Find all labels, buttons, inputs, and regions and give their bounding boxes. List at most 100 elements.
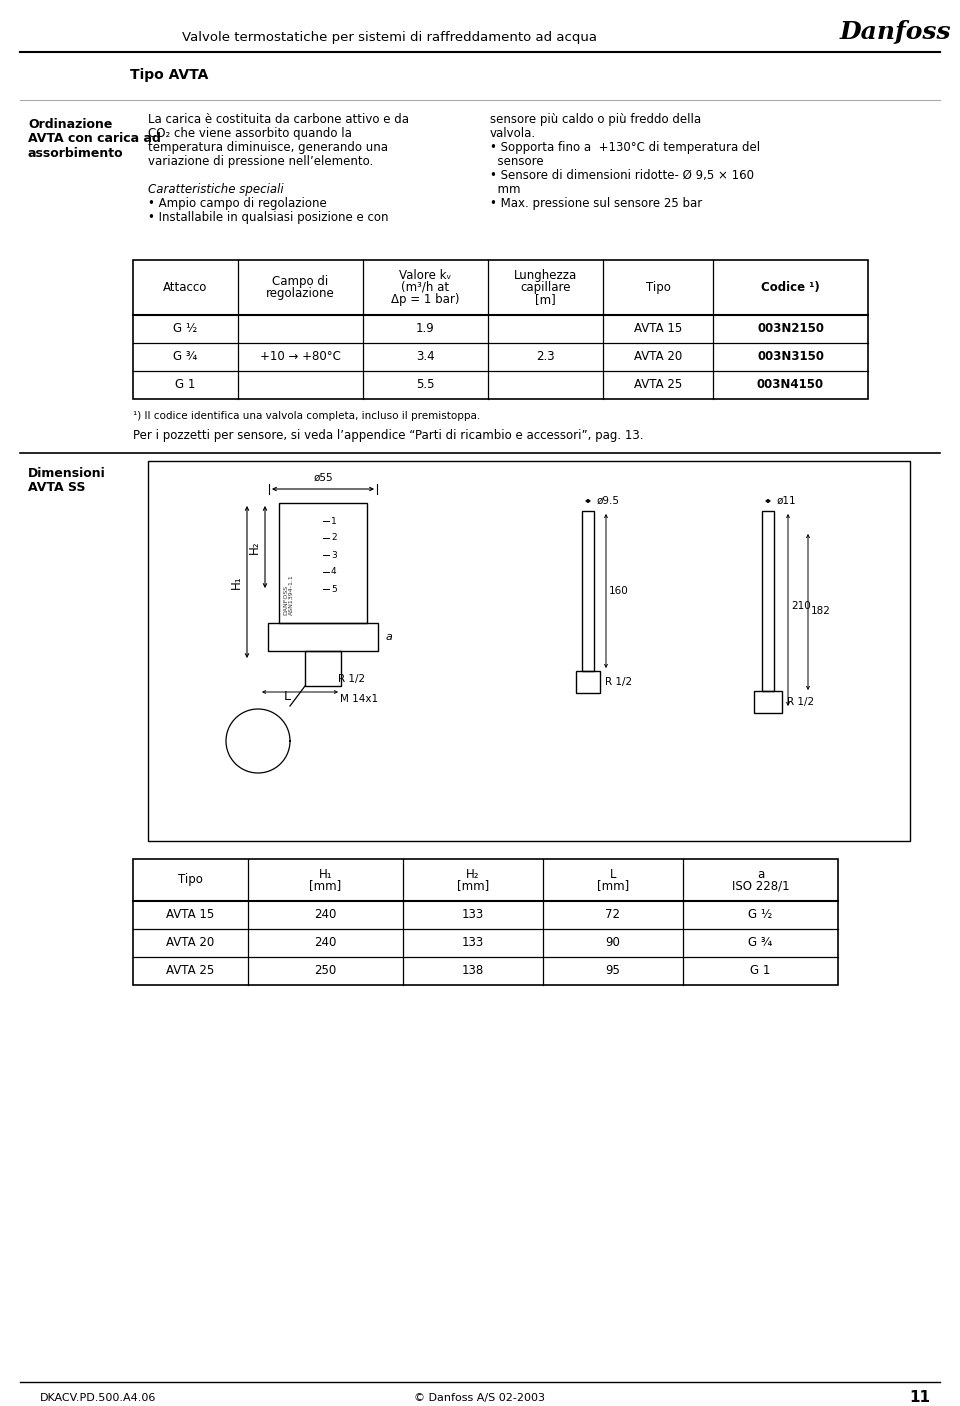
- Text: mm: mm: [490, 183, 520, 195]
- Text: 250: 250: [314, 965, 337, 977]
- Text: Dimensioni: Dimensioni: [28, 467, 106, 479]
- Text: AVTA 15: AVTA 15: [634, 322, 683, 336]
- Text: AVTA SS: AVTA SS: [28, 481, 85, 494]
- Text: [mm]: [mm]: [309, 880, 342, 893]
- Bar: [133, 260, 868, 399]
- Text: AVTA 25: AVTA 25: [166, 965, 215, 977]
- Text: 240: 240: [314, 936, 337, 949]
- Text: 3: 3: [331, 551, 337, 560]
- Bar: [305, 651, 341, 686]
- Bar: [133, 859, 838, 986]
- Text: [mm]: [mm]: [457, 880, 490, 893]
- Text: Codice ¹): Codice ¹): [761, 281, 820, 294]
- Text: AVTA 20: AVTA 20: [166, 936, 215, 949]
- Text: 1: 1: [331, 516, 337, 526]
- Text: temperatura diminuisce, generando una: temperatura diminuisce, generando una: [148, 141, 388, 155]
- Text: 72: 72: [606, 908, 620, 921]
- Text: Δp = 1 bar): Δp = 1 bar): [392, 292, 460, 307]
- Text: R 1/2: R 1/2: [338, 673, 365, 683]
- Text: • Sopporta fino a  +130°C di temperatura del: • Sopporta fino a +130°C di temperatura …: [490, 141, 760, 155]
- Text: 240: 240: [314, 908, 337, 921]
- Text: AVTA con carica ad: AVTA con carica ad: [28, 132, 161, 145]
- Text: G 1: G 1: [176, 378, 196, 391]
- Text: capillare: capillare: [520, 281, 571, 294]
- Text: Tipo: Tipo: [645, 281, 670, 294]
- Bar: [148, 461, 910, 841]
- Text: 1.9: 1.9: [416, 322, 435, 336]
- Text: Tipo AVTA: Tipo AVTA: [130, 67, 208, 82]
- Text: ISO 228/1: ISO 228/1: [732, 880, 789, 893]
- Text: G ¾: G ¾: [749, 936, 773, 949]
- Text: variazione di pressione nell’elemento.: variazione di pressione nell’elemento.: [148, 155, 373, 167]
- Text: G ½: G ½: [749, 908, 773, 921]
- Text: CO₂ che viene assorbito quando la: CO₂ che viene assorbito quando la: [148, 127, 352, 141]
- Text: H₂: H₂: [248, 540, 261, 554]
- Text: Ordinazione: Ordinazione: [28, 118, 112, 131]
- Text: sensore: sensore: [490, 155, 543, 167]
- Text: Danfoss: Danfoss: [839, 20, 950, 44]
- Text: R 1/2: R 1/2: [787, 697, 814, 707]
- Text: Campo di: Campo di: [273, 276, 328, 288]
- Text: G 1: G 1: [751, 965, 771, 977]
- Text: L: L: [610, 868, 616, 880]
- Text: 5.5: 5.5: [417, 378, 435, 391]
- Text: regolazione: regolazione: [266, 287, 335, 299]
- Text: 133: 133: [462, 936, 484, 949]
- Text: a: a: [756, 868, 764, 880]
- Text: G ¾: G ¾: [174, 350, 198, 364]
- Text: ø11: ø11: [777, 496, 797, 506]
- Bar: [754, 690, 782, 713]
- Text: AVTA 15: AVTA 15: [166, 908, 215, 921]
- Text: 2.3: 2.3: [537, 350, 555, 364]
- Bar: [576, 671, 600, 693]
- Text: Attacco: Attacco: [163, 281, 207, 294]
- Text: H₁: H₁: [230, 575, 243, 589]
- Text: [m]: [m]: [535, 292, 556, 307]
- Text: 5: 5: [331, 585, 337, 593]
- Text: 003N4150: 003N4150: [756, 378, 824, 391]
- Text: 11: 11: [909, 1391, 930, 1406]
- Text: 138: 138: [462, 965, 484, 977]
- Text: AVTA 25: AVTA 25: [634, 378, 683, 391]
- Text: L: L: [284, 689, 291, 703]
- Text: Caratteristiche speciali: Caratteristiche speciali: [148, 183, 283, 195]
- Text: +10 → +80°C: +10 → +80°C: [260, 350, 341, 364]
- Text: R 1/2: R 1/2: [605, 678, 632, 688]
- Bar: [279, 503, 367, 623]
- Text: 133: 133: [462, 908, 484, 921]
- Text: © Danfoss A/S 02-2003: © Danfoss A/S 02-2003: [415, 1393, 545, 1403]
- Text: ø9.5: ø9.5: [597, 496, 620, 506]
- Text: • Ampio campo di regolazione: • Ampio campo di regolazione: [148, 197, 326, 209]
- Text: (m³/h at: (m³/h at: [401, 281, 449, 294]
- Bar: [762, 510, 774, 690]
- Text: 003N3150: 003N3150: [757, 350, 824, 364]
- Text: G ½: G ½: [174, 322, 198, 336]
- Text: 90: 90: [606, 936, 620, 949]
- Text: ¹) Il codice identifica una valvola completa, incluso il premistoppa.: ¹) Il codice identifica una valvola comp…: [133, 411, 480, 420]
- Text: Per i pozzetti per sensore, si veda l’appendice “Parti di ricambio e accessori”,: Per i pozzetti per sensore, si veda l’ap…: [133, 429, 643, 441]
- Text: DKACV.PD.500.A4.06: DKACV.PD.500.A4.06: [40, 1393, 156, 1403]
- Text: 2: 2: [331, 533, 337, 543]
- Text: • Max. pressione sul sensore 25 bar: • Max. pressione sul sensore 25 bar: [490, 197, 703, 209]
- Text: 95: 95: [606, 965, 620, 977]
- Bar: [268, 623, 378, 651]
- Text: H₂: H₂: [467, 868, 480, 880]
- Text: valvola.: valvola.: [490, 127, 536, 141]
- Text: Valvole termostatiche per sistemi di raffreddamento ad acqua: Valvole termostatiche per sistemi di raf…: [182, 31, 597, 45]
- Text: 003N2150: 003N2150: [757, 322, 824, 336]
- Text: [mm]: [mm]: [597, 880, 629, 893]
- Text: Tipo: Tipo: [178, 873, 203, 887]
- Text: sensore più caldo o più freddo della: sensore più caldo o più freddo della: [490, 112, 701, 127]
- Text: DANFOSS
ASN1394-1.1: DANFOSS ASN1394-1.1: [283, 574, 294, 614]
- Text: 3.4: 3.4: [417, 350, 435, 364]
- Bar: [582, 510, 594, 671]
- Text: H₁: H₁: [319, 868, 332, 880]
- Text: assorbimento: assorbimento: [28, 148, 124, 160]
- Text: 4: 4: [331, 568, 337, 576]
- Text: Lunghezza: Lunghezza: [514, 269, 577, 283]
- Text: 210: 210: [791, 600, 811, 612]
- Text: a: a: [386, 633, 393, 643]
- Text: • Sensore di dimensioni ridotte- Ø 9,5 × 160: • Sensore di dimensioni ridotte- Ø 9,5 ×…: [490, 169, 754, 181]
- Text: 182: 182: [811, 606, 830, 616]
- Text: Valore kᵥ: Valore kᵥ: [399, 269, 452, 283]
